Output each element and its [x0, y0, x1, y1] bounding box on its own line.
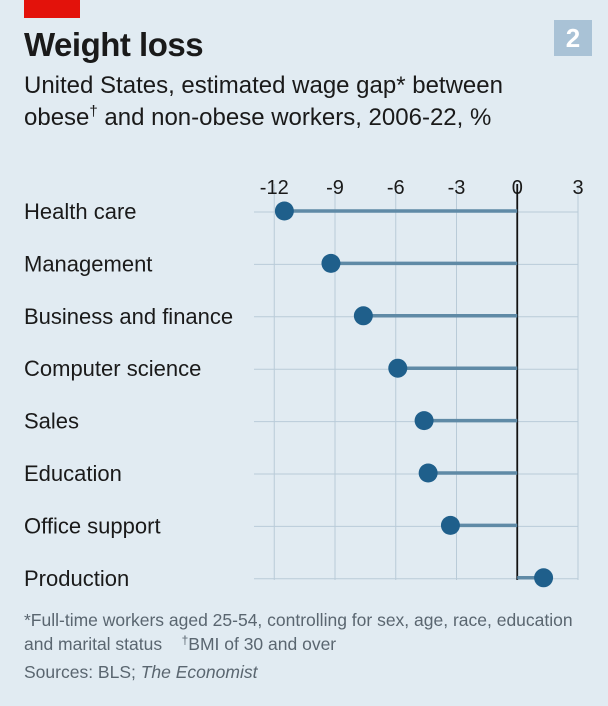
subtitle-dagger: †	[89, 103, 98, 120]
data-point	[414, 411, 434, 431]
footnote-text-2: BMI of 30 and over	[188, 634, 337, 654]
dot-chart: -12-9-6-303Health careManagementBusiness…	[24, 177, 584, 591]
data-point	[321, 253, 341, 273]
data-point	[388, 358, 408, 378]
footnote-text: *Full-time workers aged 25-54, controlli…	[24, 610, 573, 654]
category-label: Health care	[24, 199, 137, 224]
footnote: *Full-time workers aged 25-54, controlli…	[24, 608, 594, 656]
category-label: Sales	[24, 409, 79, 434]
sources-publication: The Economist	[140, 662, 258, 682]
data-point	[534, 568, 554, 588]
x-tick-label: 3	[572, 177, 583, 199]
data-point	[440, 515, 460, 535]
category-label: Computer science	[24, 356, 201, 381]
footnote-dagger: †	[181, 633, 189, 647]
chart-subtitle: United States, estimated wage gap* betwe…	[24, 70, 564, 134]
category-label: Office support	[24, 513, 161, 538]
data-point	[274, 201, 294, 221]
x-tick-label: -6	[387, 177, 405, 199]
x-tick-label: -9	[326, 177, 344, 199]
x-tick-label: -3	[448, 177, 466, 199]
sources-prefix: Sources: BLS;	[24, 662, 141, 682]
category-label: Management	[24, 251, 152, 276]
data-point	[353, 306, 373, 326]
category-label: Production	[24, 566, 129, 591]
category-label: Business and finance	[24, 304, 233, 329]
chart-title: Weight loss	[24, 26, 204, 63]
chart-number-badge: 2	[554, 20, 592, 56]
subtitle-text: United States, estimated wage gap* betwe…	[24, 72, 503, 131]
brand-red-tag	[24, 0, 80, 18]
data-point	[418, 463, 438, 483]
sources: Sources: BLS; The Economist	[24, 662, 257, 683]
category-label: Education	[24, 461, 122, 486]
subtitle-text-2: and non-obese workers, 2006-22, %	[97, 104, 492, 131]
x-tick-label: -12	[260, 177, 289, 199]
